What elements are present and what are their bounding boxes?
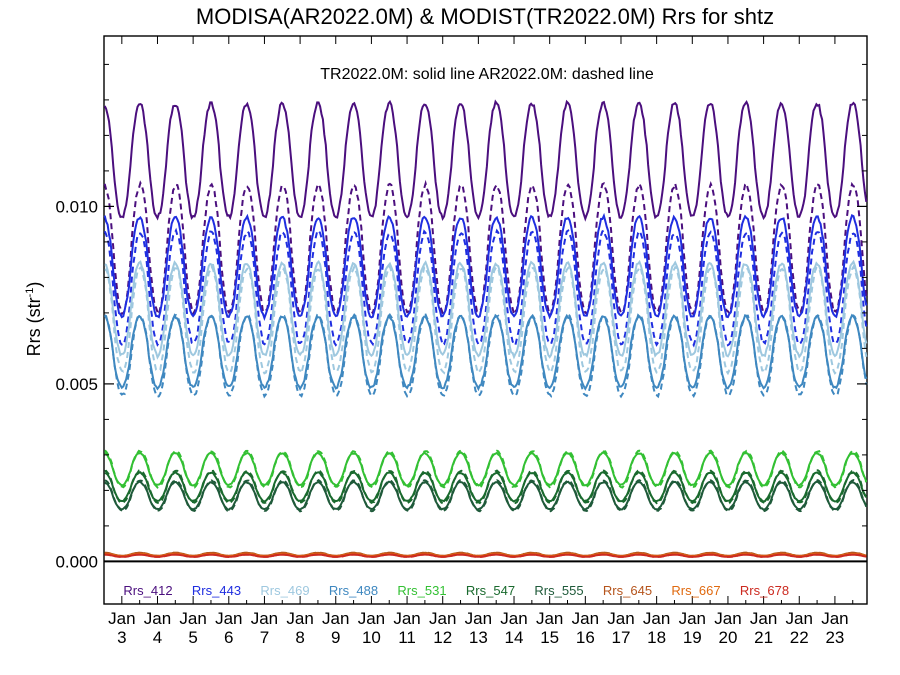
chart-annotation: TR2022.0M: solid line AR2022.0M: dashed … [320,66,654,83]
series-line-ar-dashed [104,478,868,513]
legend-item: Rrs_555 [534,583,583,598]
series-line-ar-dashed [104,312,868,399]
x-tick-label-day: 13 [469,628,488,647]
x-tick-label-day: 22 [790,628,809,647]
legend-item: Rrs_678 [740,583,789,598]
x-tick-label-day: 16 [576,628,595,647]
series-rrs-469 [104,259,868,376]
x-tick-label-month: Jan [393,609,420,628]
y-axis-label-close: ) [24,282,44,288]
x-tick-label-month: Jan [108,609,135,628]
x-tick-label-month: Jan [607,609,634,628]
x-tick-label-day: 10 [362,628,381,647]
x-tick-label-month: Jan [714,609,741,628]
x-tick-label-month: Jan [144,609,171,628]
x-tick-label-month: Jan [215,609,242,628]
series-line-tr-solid [103,99,868,222]
x-tick-label-month: Jan [572,609,599,628]
series-line-ar-dashed [104,469,868,505]
legend-item: Rrs_667 [671,583,720,598]
x-tick-label-day: 14 [505,628,524,647]
axes-layer: 0.0000.0050.010Jan3Jan4Jan5Jan6Jan7Jan8J… [55,36,867,647]
series-layer [103,99,868,559]
x-tick-label-day: 20 [718,628,737,647]
x-tick-label-day: 5 [188,628,197,647]
series-rrs-555 [104,478,868,513]
y-tick-label: 0.010 [55,197,98,216]
series-rrs-488 [103,312,868,399]
x-tick-label-day: 15 [540,628,559,647]
series-line-ar-dashed [104,449,868,489]
x-tick-label-month: Jan [821,609,848,628]
series-line-tr-solid [104,259,868,360]
x-tick-label-day: 7 [260,628,269,647]
y-axis-label: Rrs (str-1) [24,282,44,357]
series-rrs-678 [104,553,867,559]
y-axis-label-sup: -1 [24,288,36,298]
x-tick-label-day: 8 [295,628,304,647]
y-tick-label: 0.000 [55,552,98,571]
x-tick-label-day: 6 [224,628,233,647]
legend-item: Rrs_488 [329,583,378,598]
legend-item: Rrs_443 [192,583,241,598]
x-tick-label-month: Jan [786,609,813,628]
x-tick-label-month: Jan [500,609,527,628]
legend-item: Rrs_469 [260,583,309,598]
x-tick-label-day: 9 [331,628,340,647]
plot-frame [103,35,868,605]
x-tick-label-day: 4 [153,628,162,647]
legend-item: Rrs_547 [466,583,515,598]
y-axis-label-main: Rrs (str [24,297,44,356]
x-tick-label-month: Jan [179,609,206,628]
series-rrs-531 [104,449,868,489]
x-tick-label-month: Jan [750,609,777,628]
x-tick-label-month: Jan [322,609,349,628]
x-tick-label-day: 3 [117,628,126,647]
x-tick-label-day: 21 [754,628,773,647]
x-tick-label-month: Jan [536,609,563,628]
x-tick-label-day: 12 [433,628,452,647]
x-tick-label-day: 11 [398,628,416,647]
x-tick-label-month: Jan [286,609,313,628]
x-tick-label-day: 23 [825,628,844,647]
chart-title: MODISA(AR2022.0M) & MODIST(TR2022.0M) Rr… [196,4,774,29]
x-tick-label-day: 17 [612,628,631,647]
series-rrs-547 [104,469,868,505]
y-tick-label: 0.005 [55,375,98,394]
legend-item: Rrs_645 [603,583,652,598]
legend-item: Rrs_412 [123,583,172,598]
legend-item: Rrs_531 [397,583,446,598]
legend: Rrs_412 Rrs_443 Rrs_469 Rrs_488 Rrs_531 Rrs_5… [123,583,789,598]
x-tick-label-month: Jan [358,609,385,628]
series-line-ar-dashed [103,227,868,348]
x-tick-label-month: Jan [429,609,456,628]
x-tick-label-day: 18 [647,628,666,647]
x-tick-label-month: Jan [643,609,670,628]
series-line-ar-dashed [104,263,868,376]
x-tick-label-month: Jan [465,609,492,628]
series-line-ar-dashed [104,553,867,559]
series-rrs-443 [103,212,868,348]
x-tick-label-month: Jan [679,609,706,628]
x-tick-label-day: 19 [683,628,702,647]
x-tick-label-month: Jan [251,609,278,628]
series-line-tr-solid [103,212,868,322]
